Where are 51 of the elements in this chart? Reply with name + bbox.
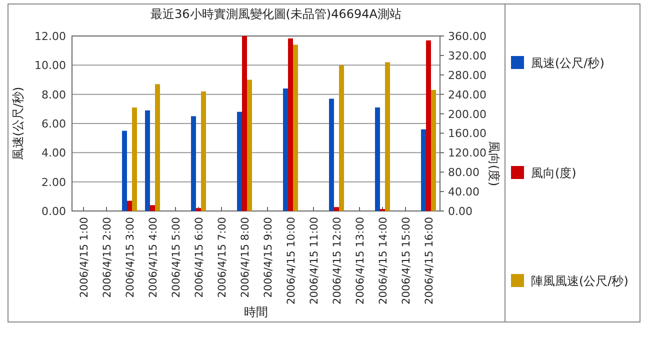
- y-tick-label: 10.00: [34, 59, 66, 72]
- y2-tick-label: 240.00: [448, 88, 486, 102]
- legend-label: 風向(度): [531, 166, 576, 180]
- bar: [145, 110, 150, 211]
- x-tick-label: 2006/4/15 8:00: [240, 217, 252, 298]
- bar: [122, 130, 127, 211]
- x-tick-label: 2006/4/15 7:00: [216, 217, 228, 298]
- bar: [191, 116, 196, 211]
- y2-tick-label: 200.00: [448, 108, 486, 121]
- x-tick-label: 2006/4/15 12:00: [332, 217, 344, 304]
- chart-title: 最近36小時實測風變化圖(未品管)46694A測站: [150, 7, 402, 21]
- legend-label: 風速(公尺/秒): [531, 56, 604, 70]
- y2-tick-label: 160.00: [448, 127, 486, 140]
- y2-tick-label: 320.00: [448, 49, 486, 62]
- x-tick-label: 2006/4/15 11:00: [308, 217, 320, 304]
- x-tick-label: 2006/4/15 15:00: [400, 217, 412, 304]
- bar: [132, 107, 137, 211]
- y2-tick-label: 360.00: [448, 30, 486, 43]
- y2-axis-title: 風向(度): [487, 140, 501, 186]
- x-tick-label: 2006/4/15 6:00: [194, 217, 206, 298]
- y2-tick-label: 80.00: [448, 166, 480, 180]
- x-tick-label: 2006/4/15 13:00: [354, 217, 366, 304]
- x-tick-label: 2006/4/15 4:00: [148, 217, 160, 298]
- x-tick-label: 2006/4/15 5:00: [170, 217, 182, 298]
- x-tick-label: 2006/4/15 3:00: [124, 217, 136, 298]
- x-tick-label: 2006/4/15 9:00: [262, 217, 274, 298]
- bar: [385, 62, 390, 211]
- x-tick-label: 2006/4/15 10:00: [286, 217, 298, 304]
- x-tick-label: 2006/4/15 1:00: [78, 217, 90, 298]
- y-tick-label: 2.00: [42, 176, 66, 189]
- y2-tick-label: 280.00: [448, 68, 486, 82]
- bar: [127, 200, 132, 211]
- y-axis-title: 風速(公尺/秒): [11, 86, 25, 160]
- bar: [155, 84, 160, 211]
- bar: [375, 107, 380, 211]
- bar: [201, 91, 206, 211]
- y-tick-label: 12.00: [34, 30, 66, 43]
- y-tick-label: 0.00: [42, 205, 66, 218]
- x-axis-title: 時間: [244, 305, 268, 319]
- legend-label: 陣風風速(公尺/秒): [531, 274, 628, 288]
- y-tick-label: 6.00: [42, 118, 66, 130]
- y-tick-label: 8.00: [42, 88, 66, 102]
- y2-tick-label: 0.00: [448, 205, 472, 218]
- x-tick-label: 2006/4/15 16:00: [424, 217, 436, 304]
- x-tick-label: 2006/4/15 2:00: [102, 217, 114, 298]
- bar: [339, 65, 344, 211]
- y2-tick-label: 40.00: [448, 186, 480, 199]
- y2-tick-label: 120.00: [448, 146, 486, 160]
- bar: [329, 98, 334, 211]
- y-tick-label: 4.00: [42, 146, 66, 160]
- x-tick-label: 2006/4/15 14:00: [378, 217, 390, 304]
